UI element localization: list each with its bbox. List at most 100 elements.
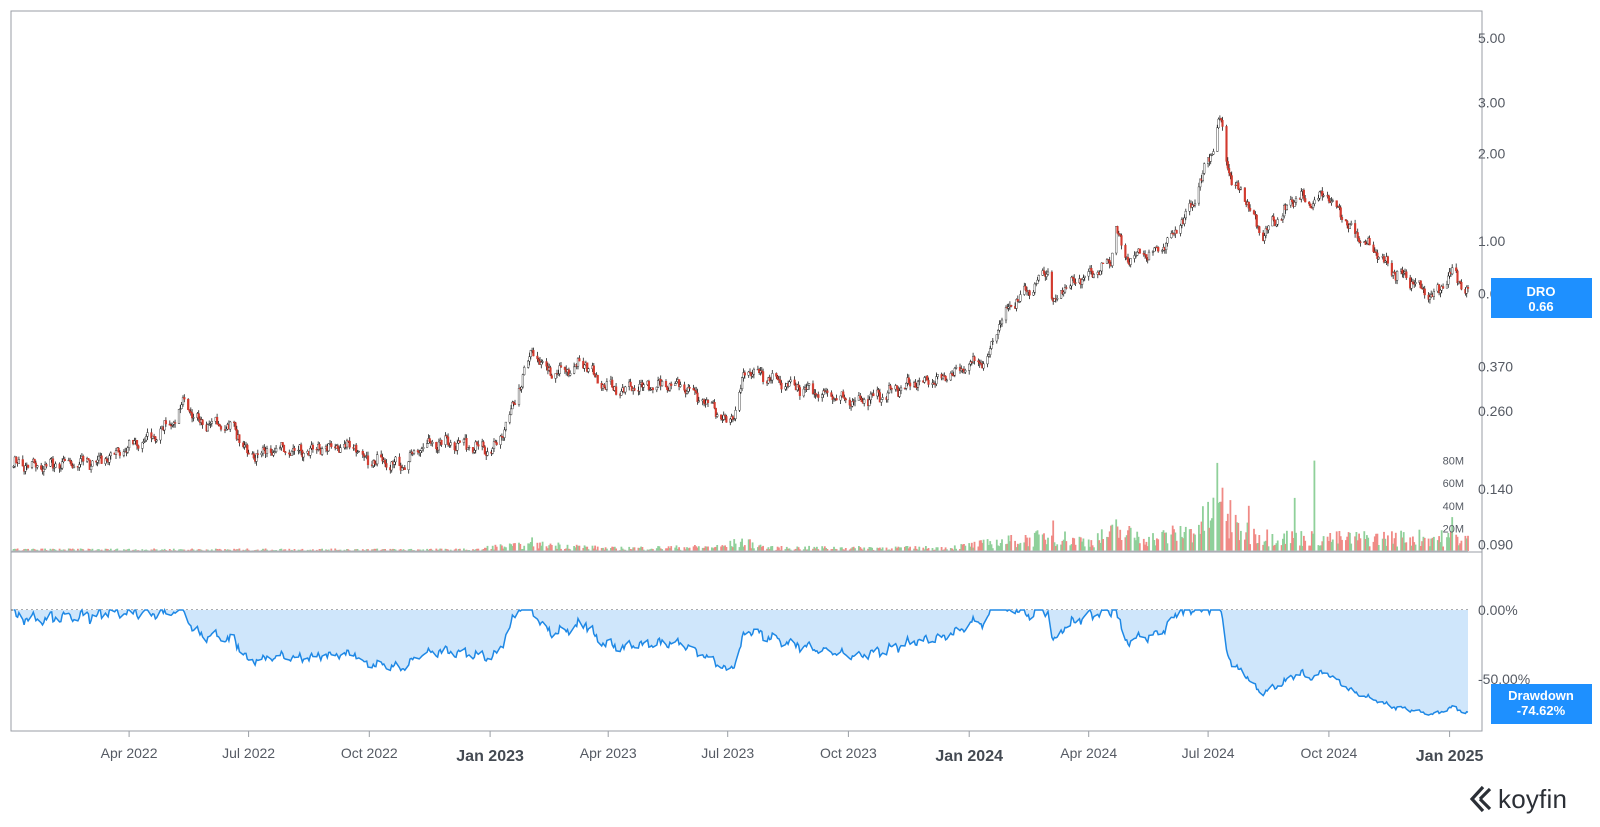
candle-body [1115,226,1118,254]
volume-bar [541,541,544,551]
volume-bar [1107,537,1110,551]
candle-body [559,365,563,368]
candle-body [666,386,669,390]
candle-body [1179,225,1182,234]
volume-bar [426,548,428,551]
candle-body [688,387,691,389]
volume-bar [1375,533,1377,551]
volume-bar [455,548,457,551]
candle-body [34,462,37,468]
candle-body [578,358,581,362]
candle-body [210,421,213,424]
volume-bar [961,544,964,551]
volume-bar [1116,526,1119,551]
volume-bar [199,549,201,551]
volume-bar [115,549,117,551]
volume-bar [784,549,787,551]
volume-bar [372,549,375,551]
volume-bar [50,549,53,551]
volume-bar [1082,538,1085,551]
candle-body [817,394,820,398]
volume-bar [52,548,54,551]
volume-bar [98,549,100,551]
volume-bar [674,547,677,551]
drawdown-badge: Drawdown -74.62% [1491,684,1592,724]
volume-bar [1157,539,1160,551]
candle-body [126,447,129,453]
candle-body [1273,219,1277,227]
volume-bar [1245,532,1248,551]
time-tick-label: Apr 2023 [580,745,637,761]
candle-body [1157,247,1160,252]
candle-body [309,448,312,456]
candle-body [1390,263,1393,276]
volume-bar [959,549,961,551]
volume-bar [179,549,182,551]
volume-bar [972,547,974,551]
candle-body [1327,195,1330,202]
candle-body [1183,217,1186,224]
volume-bar [217,549,220,551]
volume-bar [518,542,520,551]
volume-bar [833,546,835,551]
candle-body [521,374,524,388]
candle-body [1000,319,1004,325]
volume-bar [399,549,402,551]
candle-body [321,448,324,455]
price-tick-label: 5.00 [1478,30,1505,46]
volume-axis: 80M 60M 40M 20M [1443,456,1464,536]
volume-bar [1171,525,1174,551]
candle-body [762,371,765,382]
volume-bar [14,548,16,551]
volume-bar [1459,543,1461,551]
volume-bar [894,546,897,551]
volume-bar [41,548,44,551]
volume-bar [373,548,376,551]
volume-bar [1354,536,1356,551]
volume-bar [301,548,304,551]
volume-bar [936,547,939,551]
volume-bar [82,549,85,551]
candle-body [741,377,744,390]
candle-body [146,432,149,437]
candle-body [889,385,892,389]
candle-body [1263,235,1266,241]
volume-bar [1203,530,1206,551]
volume-bar [1418,529,1421,551]
candle-body [1201,173,1204,181]
volume-bar [1125,535,1128,551]
candle-body [466,447,469,450]
candle-body [1372,244,1375,252]
volume-bar [32,548,35,551]
volume-bar [631,549,633,551]
volume-bar [813,546,816,551]
volume-bar [508,543,511,551]
volume-bar [1341,539,1343,551]
candle-body [1247,201,1250,209]
volume-bar [1108,531,1111,551]
candle-body [1419,280,1422,289]
volume-bar [1229,500,1232,551]
time-tick-label: Jan 2025 [1416,748,1484,765]
candle-body [260,452,263,455]
volume-bar [1166,543,1169,551]
koyfin-logo-icon [1469,785,1492,813]
candle-body [1024,285,1027,291]
volume-bar [694,545,696,551]
volume-bar [788,548,791,551]
volume-bar [750,548,753,551]
volume-bar [1440,530,1443,551]
volume-bar [851,547,854,551]
volume-bar [1347,532,1350,551]
volume-bar [180,549,183,551]
volume-bar [35,549,37,551]
volume-bar [355,549,358,551]
volume-bar [155,549,158,551]
volume-bar [549,543,552,551]
volume-bar [407,549,410,551]
volume-bar [77,548,79,551]
candle-body [510,408,513,415]
volume-bar [1433,536,1435,551]
candle-body [1004,307,1008,321]
volume-bar [25,549,28,551]
